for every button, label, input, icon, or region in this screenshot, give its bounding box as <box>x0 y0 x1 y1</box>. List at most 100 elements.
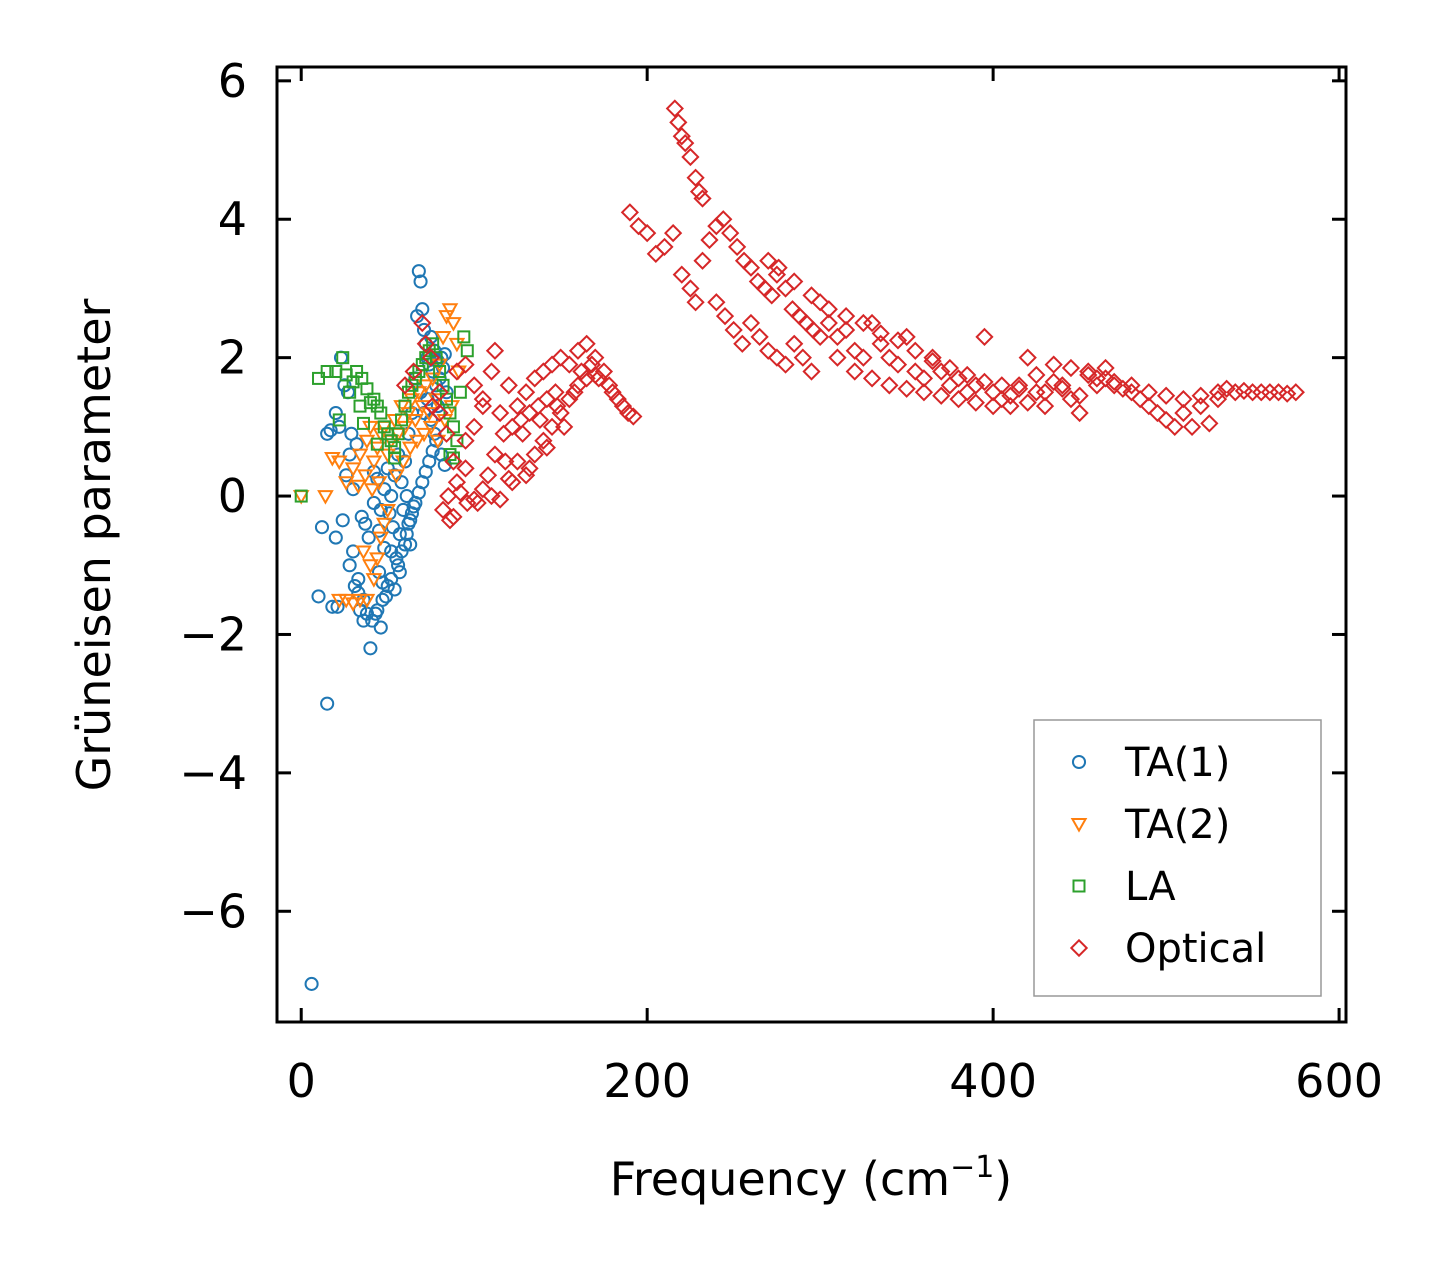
point-optical <box>1009 376 1029 395</box>
point-optical <box>548 396 567 416</box>
point-la <box>429 351 443 365</box>
point-optical <box>992 376 1011 395</box>
y-tick-label: 4 <box>218 192 247 246</box>
point-optical <box>1174 403 1193 423</box>
point-optical <box>854 348 873 367</box>
point-optical <box>802 362 821 381</box>
point-optical <box>888 355 908 374</box>
point-optical <box>1027 383 1046 402</box>
point-ta-1 <box>323 423 338 438</box>
point-optical <box>1044 355 1063 374</box>
point-ta-1 <box>392 527 407 542</box>
point-optical <box>1053 376 1072 395</box>
point-optical <box>721 223 740 243</box>
point-optical <box>1096 358 1115 378</box>
point-optical <box>992 390 1011 409</box>
point-optical <box>958 365 977 385</box>
legend-label-ta-2: TA(2) <box>1124 802 1230 848</box>
plot-frame <box>275 65 1348 1024</box>
point-ta-2 <box>386 413 403 429</box>
point-optical <box>1131 390 1150 409</box>
point-optical <box>430 403 449 423</box>
point-ta-1 <box>363 641 378 656</box>
point-optical <box>906 362 925 381</box>
point-la <box>294 489 308 503</box>
point-optical <box>676 134 695 153</box>
point-optical <box>525 445 544 464</box>
point-optical <box>586 365 605 385</box>
point-ta-1 <box>392 565 407 580</box>
point-optical <box>513 424 532 443</box>
point-optical <box>1001 396 1020 416</box>
point-optical <box>724 320 743 340</box>
point-optical <box>669 113 688 132</box>
point-optical <box>1122 376 1141 395</box>
point-optical <box>767 348 787 367</box>
point-optical <box>568 341 588 360</box>
point-optical <box>906 341 925 360</box>
x-tick-label: 400 <box>949 1054 1037 1108</box>
point-optical <box>572 362 591 381</box>
x-axis-label-close: ) <box>994 1152 1012 1206</box>
point-optical <box>542 417 562 436</box>
point-la <box>460 344 474 358</box>
point-ta-2 <box>407 413 424 429</box>
point-optical <box>741 313 761 333</box>
point-optical <box>423 396 442 416</box>
point-ta-1 <box>320 426 335 441</box>
point-optical <box>776 355 795 374</box>
point-optical <box>949 390 968 409</box>
point-optical <box>897 327 916 347</box>
point-optical <box>534 362 553 381</box>
point-ta-1 <box>411 264 426 279</box>
point-optical <box>741 258 761 277</box>
point-optical <box>1182 417 1202 436</box>
point-optical <box>638 223 657 243</box>
point-optical <box>529 396 548 416</box>
point-optical <box>1260 383 1280 402</box>
point-optical <box>582 355 601 374</box>
point-optical <box>714 210 733 229</box>
x-axis-label-superscript: −1 <box>950 1150 994 1185</box>
point-optical <box>914 369 934 388</box>
point-optical <box>769 258 788 277</box>
point-optical <box>836 320 856 340</box>
point-optical <box>620 203 639 222</box>
point-ta-2 <box>349 479 367 495</box>
y-tick-label: 2 <box>218 331 247 385</box>
legend-marker-optical <box>1069 938 1089 958</box>
point-optical <box>485 341 505 360</box>
point-ta-1 <box>403 537 418 552</box>
point-optical <box>664 223 683 243</box>
point-optical <box>785 272 804 291</box>
point-optical <box>1139 396 1158 416</box>
point-la <box>374 406 388 420</box>
point-optical <box>534 431 553 450</box>
point-optical <box>923 348 942 367</box>
y-tick-label: 0 <box>218 469 247 523</box>
point-optical <box>1044 372 1063 391</box>
x-tick-label: 0 <box>287 1054 316 1108</box>
point-ta-1 <box>387 582 402 597</box>
point-optical <box>828 327 847 347</box>
point-optical <box>686 293 705 312</box>
point-optical <box>624 407 643 426</box>
point-ta-1 <box>439 385 454 400</box>
point-optical <box>762 286 781 305</box>
point-optical <box>1018 348 1037 367</box>
point-optical <box>430 383 449 402</box>
point-optical <box>508 452 527 471</box>
point-la <box>457 330 471 344</box>
point-ta-1 <box>344 426 359 441</box>
point-optical <box>629 217 648 236</box>
point-optical <box>577 334 596 353</box>
point-ta-2 <box>379 503 397 519</box>
point-optical <box>473 480 492 499</box>
point-optical <box>1087 369 1107 388</box>
point-la <box>377 420 391 434</box>
point-ta-1 <box>328 530 343 545</box>
point-ta-1 <box>356 613 371 628</box>
point-optical <box>537 438 556 457</box>
point-optical <box>473 390 492 409</box>
point-la <box>363 396 377 410</box>
